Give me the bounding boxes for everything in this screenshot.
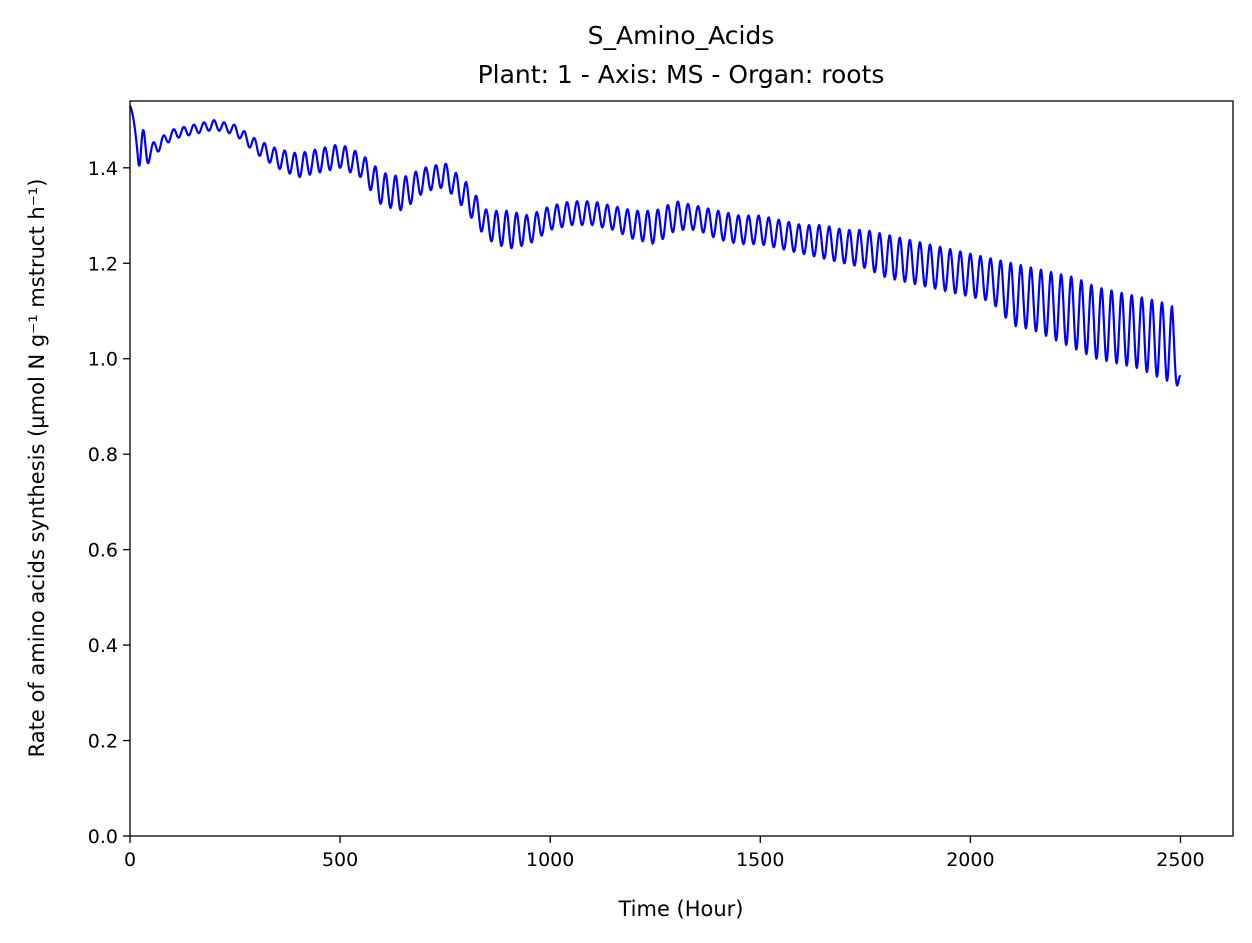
x-tick-label: 500 — [322, 849, 358, 871]
x-tick-label: 2500 — [1156, 849, 1204, 871]
plot-area — [129, 105, 1182, 387]
x-axis-ticks: 0 500 1000 1500 2000 2500 — [124, 836, 1205, 871]
y-tick-label: 0.8 — [88, 444, 118, 466]
y-tick-label: 1.4 — [88, 158, 118, 180]
x-axis-label: Time (Hour) — [617, 897, 743, 921]
x-tick-label: 1500 — [736, 849, 784, 871]
y-tick-label: 0.4 — [88, 635, 118, 657]
y-tick-label: 0.2 — [88, 731, 118, 753]
y-tick-label: 0.0 — [88, 826, 118, 848]
y-tick-label: 1.0 — [88, 349, 118, 371]
y-tick-label: 1.2 — [88, 253, 118, 275]
y-axis-label: Rate of amino acids synthesis (µmol N g⁻… — [25, 179, 49, 758]
series-line — [129, 105, 1182, 387]
x-tick-label: 2000 — [946, 849, 994, 871]
x-tick-label: 0 — [124, 849, 136, 871]
y-tick-label: 0.6 — [88, 540, 118, 562]
chart-subtitle: Plant: 1 - Axis: MS - Organ: roots — [478, 60, 885, 89]
plot-frame — [129, 100, 1234, 837]
y-axis-ticks: 0.0 0.2 0.4 0.6 0.8 1.0 1.2 1.4 — [88, 158, 130, 848]
chart-title: S_Amino_Acids — [588, 21, 775, 50]
x-tick-label: 1000 — [526, 849, 574, 871]
